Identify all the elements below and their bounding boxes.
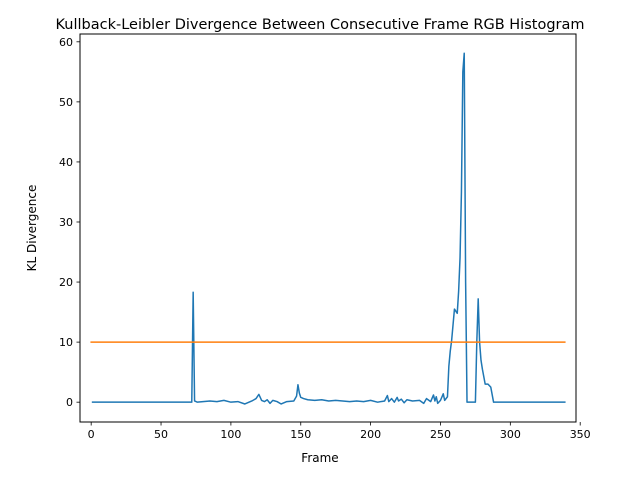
- plot-layer: [90, 52, 566, 405]
- x-tick-label: 50: [154, 428, 168, 441]
- y-tick-label: 10: [59, 336, 73, 349]
- y-tick-label: 60: [59, 36, 73, 49]
- x-tick-label: 350: [570, 428, 591, 441]
- y-tick-label: 20: [59, 276, 73, 289]
- x-tick-label: 250: [430, 428, 451, 441]
- x-tick-label: 200: [360, 428, 381, 441]
- x-tick-label: 0: [88, 428, 95, 441]
- y-tick-label: 50: [59, 96, 73, 109]
- y-axis-label: KL Divergence: [25, 185, 39, 272]
- x-tick-label: 150: [290, 428, 311, 441]
- x-tick-label: 300: [500, 428, 521, 441]
- series-line-0: [91, 52, 566, 405]
- x-axis-label: Frame: [301, 451, 338, 465]
- x-tick-label: 100: [220, 428, 241, 441]
- ticks-layer: 0 50 100 150 200 250 300 350 0 10 20 30 40 50 60: [59, 36, 591, 441]
- y-tick-label: 40: [59, 156, 73, 169]
- plot-frame: [79, 33, 577, 423]
- chart-title: Kullback-Leibler Divergence Between Cons…: [55, 17, 584, 33]
- y-tick-label: 0: [66, 396, 73, 409]
- y-tick-label: 30: [59, 216, 73, 229]
